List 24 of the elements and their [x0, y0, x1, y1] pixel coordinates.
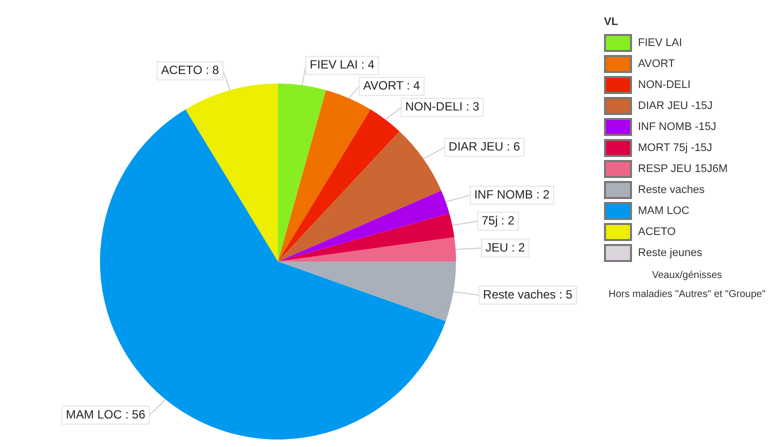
data-label: 75j : 2: [482, 214, 515, 228]
data-label: INF NOMB : 2: [474, 188, 550, 202]
legend-label: MORT 75j -15J: [638, 142, 712, 154]
text: Veaux/génisses: [650, 270, 724, 281]
legend-label: INF NOMB -15J: [638, 121, 716, 133]
legend-label: NON-DELI: [638, 79, 691, 91]
legend-label: AVORT: [638, 58, 675, 70]
data-label: Reste vaches : 5: [483, 287, 573, 302]
data-label: AVORT : 4: [363, 78, 420, 93]
legend-label: MAM LOC: [638, 205, 690, 217]
legend-title: VL: [604, 16, 620, 28]
legend-label: DIAR JEU -15J: [638, 100, 713, 112]
legend-label: ACETO: [638, 226, 676, 238]
data-label: FIEV LAI : 4: [310, 58, 375, 72]
data-label: MAM LOC : 56: [66, 407, 146, 422]
legend-label: FIEV LAI: [638, 37, 682, 49]
legend-label: Reste jeunes: [638, 247, 702, 259]
data-label: JEU : 2: [486, 240, 526, 254]
data-label: NON-DELI : 3: [405, 100, 480, 114]
legend-label: RESP JEU 15J6M: [638, 163, 728, 175]
legend-label: Reste vaches: [638, 184, 705, 196]
data-label: ACETO : 8: [161, 63, 220, 78]
text: Hors maladies "Autres" et "Groupe": [607, 289, 767, 300]
data-label: DIAR JEU : 6: [448, 140, 520, 154]
